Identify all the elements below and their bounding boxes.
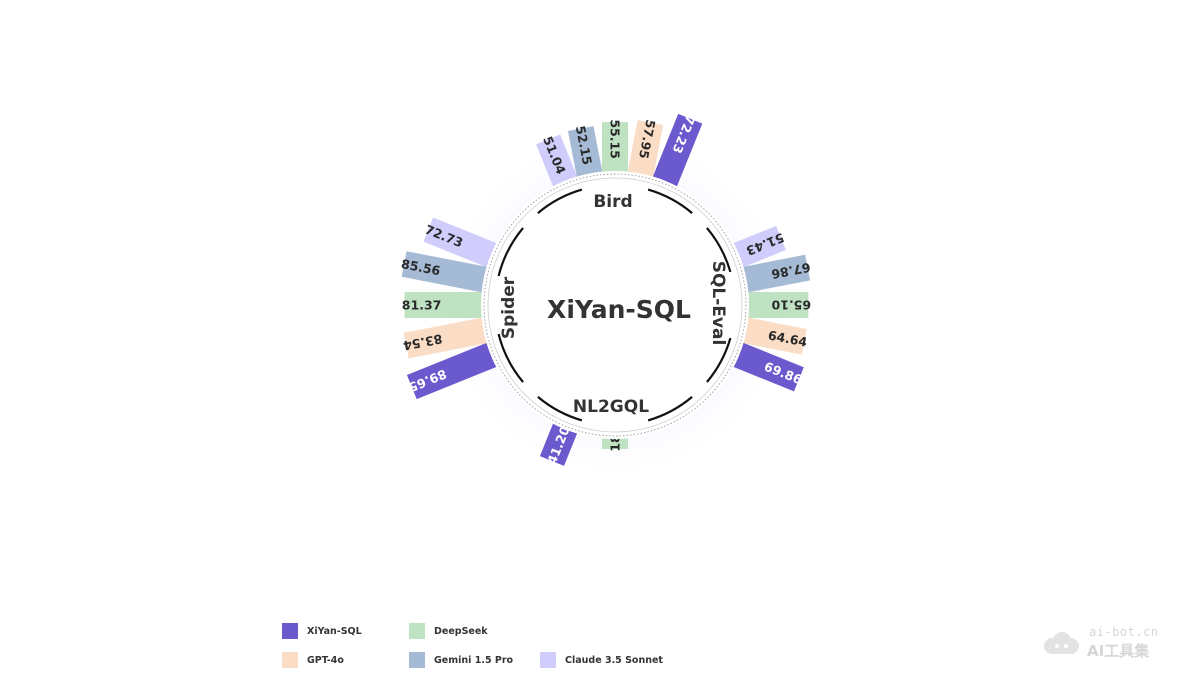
hub-arc-spider-1 xyxy=(497,333,524,383)
bar-bird-gpt-4o xyxy=(626,120,664,185)
bar-label-bird-gpt-4o: 57.95 xyxy=(636,118,658,160)
bar-group-spider-claude-3-5-sonnet: 72.73 xyxy=(423,217,504,271)
hub-arc-bird-2 xyxy=(647,188,693,214)
bar-sql-eval-gpt-4o xyxy=(735,316,807,355)
bar-label-spider-gpt-4o: 83.54 xyxy=(402,331,444,353)
bar-label-sql-eval-gpt-4o: 64.64 xyxy=(767,327,809,349)
group-label-nl2gql: NL2GQL xyxy=(573,397,649,417)
bar-sql-eval-deepseek xyxy=(739,292,809,318)
bar-label-spider-gemini-1-5-pro: 85.56 xyxy=(400,256,442,278)
bar-label-sql-eval-deepseek: 65.10 xyxy=(771,298,811,313)
bar-sql-eval-claude-3-5-sonnet xyxy=(726,225,786,271)
legend-item-claude: Claude 3.5 Sonnet xyxy=(540,651,663,669)
watermark-url: ai-bot.cn xyxy=(1089,625,1159,639)
bar-group-sql-eval-gpt-4o: 64.64 xyxy=(735,316,809,355)
bar-label-spider-deepseek: 81.37 xyxy=(402,298,442,313)
legend-item-deepseek: DeepSeek xyxy=(409,622,488,640)
center-hub: XiYan-SQL Bird SQL-Eval NL2GQL Spider xyxy=(481,171,749,439)
legend-label-gemini: Gemini 1.5 Pro xyxy=(434,654,514,666)
cloud-logo-icon xyxy=(1044,632,1079,654)
hub-arcs xyxy=(497,188,732,422)
bar-label-bird-gemini-1-5-pro: 52.15 xyxy=(573,124,595,166)
legend-swatch-claude xyxy=(540,652,556,668)
bar-bird-xiyan-sql xyxy=(649,113,703,194)
hub-arc-bird-1 xyxy=(537,188,583,214)
bar-group-sql-eval-deepseek: 65.10 xyxy=(739,292,811,318)
hub-arc-nl2gql-2 xyxy=(537,396,583,422)
watermark-name: AI工具集 xyxy=(1087,642,1150,660)
hub-arc-spider-2 xyxy=(497,227,524,277)
center-title: XiYan-SQL xyxy=(547,295,691,324)
bar-group-spider-gpt-4o: 83.54 xyxy=(402,316,495,359)
bar-label-sql-eval-gemini-1-5-pro: 67.86 xyxy=(770,260,812,282)
bar-group-sql-eval-gemini-1-5-pro: 67.86 xyxy=(735,254,812,294)
bars-layer: 51.04 52.15 55.15 57.95 72.2351.4367.8665.10… xyxy=(400,113,812,466)
bar-group-spider-deepseek: 81.37 xyxy=(402,292,490,318)
bar-group-bird-deepseek: 55.15 xyxy=(602,119,628,180)
bar-bird-deepseek xyxy=(602,122,628,180)
legend-label-claude: Claude 3.5 Sonnet xyxy=(565,654,663,666)
legend-swatch-gemini xyxy=(409,652,425,668)
group-label-sql-eval: SQL-Eval xyxy=(708,261,728,346)
legend-label-xiyan-sql: XiYan-SQL xyxy=(307,625,362,637)
bar-group-bird-gemini-1-5-pro: 52.15 xyxy=(567,124,604,185)
bar-group-bird-gpt-4o: 57.95 xyxy=(626,118,664,185)
legend-label-gpt-4o: GPT-4o xyxy=(307,654,344,666)
legend-swatch-gpt-4o xyxy=(282,652,298,668)
bar-label-bird-deepseek: 55.15 xyxy=(608,119,623,159)
hub-arc-sql-eval-1 xyxy=(706,227,732,273)
group-label-bird: Bird xyxy=(593,192,632,212)
hub-arc-sql-eval-2 xyxy=(706,337,732,383)
legend-item-xiyan-sql: XiYan-SQL xyxy=(282,622,362,640)
bar-bird-gemini-1-5-pro xyxy=(567,126,604,185)
legend-swatch-xiyan-sql xyxy=(282,623,298,639)
legend-item-gemini: Gemini 1.5 Pro xyxy=(409,651,513,669)
hub-arc-nl2gql-1 xyxy=(647,396,693,422)
legend-label-deepseek: DeepSeek xyxy=(434,625,488,637)
legend-swatch-deepseek xyxy=(409,623,425,639)
bar-sql-eval-xiyan-sql xyxy=(726,339,804,392)
group-label-spider: Spider xyxy=(499,276,519,339)
bar-spider-gemini-1-5-pro xyxy=(401,251,495,294)
hub-solid-ring xyxy=(487,177,743,433)
bar-group-spider-gemini-1-5-pro: 85.56 xyxy=(400,251,495,294)
watermark: ai-bot.cn AI工具集 xyxy=(1041,625,1176,661)
legend-item-gpt-4o: GPT-4o xyxy=(282,651,344,669)
bar-spider-xiyan-sql xyxy=(406,339,504,400)
bar-spider-deepseek xyxy=(404,292,490,318)
bar-spider-claude-3-5-sonnet xyxy=(423,217,504,271)
hub-dotted-ring xyxy=(483,173,747,437)
hub-disc xyxy=(481,171,749,439)
bar-spider-gpt-4o xyxy=(403,316,495,359)
bar-sql-eval-gemini-1-5-pro xyxy=(735,254,811,294)
legend: XiYan-SQL DeepSeek GPT-4o Gemini 1.5 Pro… xyxy=(282,622,702,670)
